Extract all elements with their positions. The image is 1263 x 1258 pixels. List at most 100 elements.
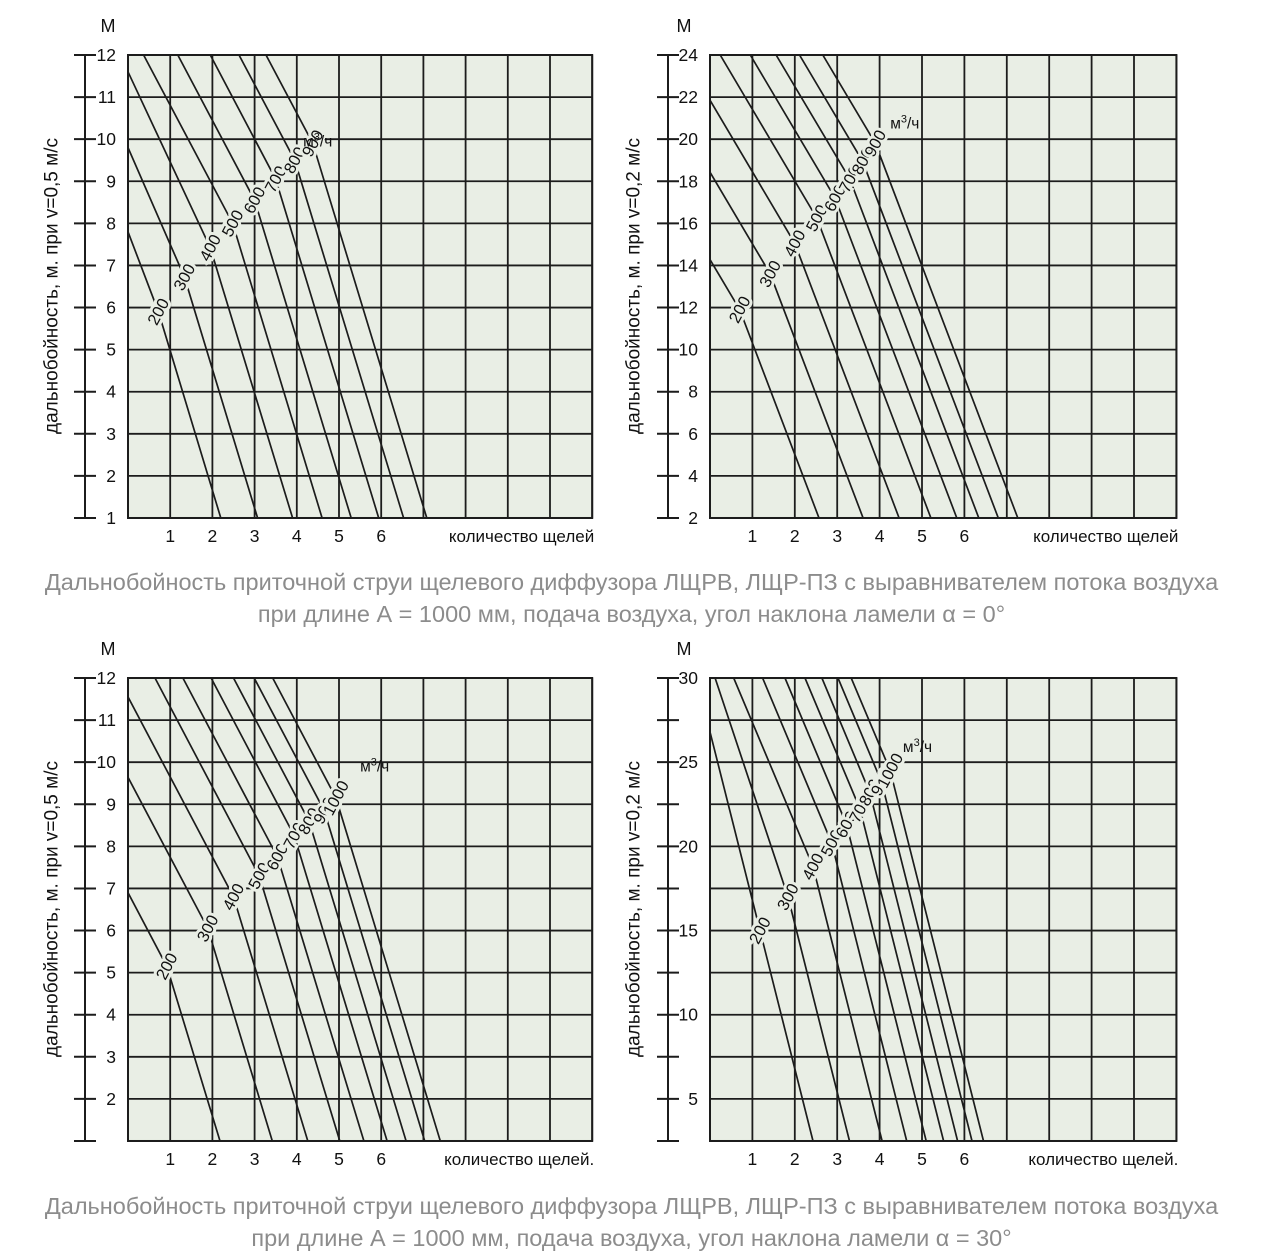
y-tick-label: 5 [688,1089,698,1109]
y-tick-label: 11 [98,87,116,107]
y-tick-label: 25 [679,752,698,772]
flow-curve-900 [253,678,426,1141]
flow-curve-800 [232,678,407,1141]
x-tick-label: 4 [292,526,302,546]
flow-curve-500 [719,55,932,518]
flow-curve-700 [804,678,945,1141]
caption-alpha-0-line2: при длине А = 1000 мм, подача воздуха, у… [257,601,1006,627]
curves-group [128,678,442,1141]
x-tick-label: 2 [790,526,800,546]
y-tick-label: 6 [688,424,698,444]
flow-curve-900 [822,55,1019,518]
x-axis-title: количество щелей [1033,527,1178,546]
curves-group [710,678,985,1141]
y-tick-label: 6 [106,298,116,318]
flow-curve-300 [710,171,864,518]
chart-bottom-right: 2003004005006007008009001000302520151051… [657,668,1178,1169]
x-tick-label: 4 [875,526,885,546]
flow-curve-300 [714,678,851,1141]
y-tick-label: 3 [106,1047,116,1067]
chart-top-left: 2003004005006007008009001211109876543211… [74,45,594,546]
y-tick-label: 8 [106,213,116,233]
flow-curve-200 [710,731,814,1141]
flow-curve-1000 [271,678,442,1141]
y-tick-label: 3 [106,424,116,444]
y-tick-label: 1 [106,508,116,528]
flow-curve-400 [128,696,309,1141]
flow-curve-200 [128,231,222,518]
plot-border [709,54,1178,519]
plot-border [127,677,594,1142]
x-tick-label: 3 [832,1149,842,1169]
caption-alpha-30: Дальнобойность приточной струи щелевого … [0,1190,1263,1254]
y-tick-label: 2 [106,466,116,486]
flow-curve-700 [775,55,980,518]
y-tick-label: 10 [97,752,117,772]
flow-curve-700 [209,55,380,518]
y-tick-label: 2 [106,1089,116,1109]
y-tick-label: 4 [688,466,698,486]
x-tick-label: 6 [960,1149,970,1169]
x-tick-label: 6 [376,1149,386,1169]
x-tick-label: 6 [376,526,386,546]
curves-group [710,55,1019,518]
x-tick-label: 5 [917,526,927,546]
meters-unit-label-top-left: М [100,16,116,36]
x-tick-label: 5 [334,1149,344,1169]
y-tick-label: 20 [679,836,699,856]
x-tick-label: 5 [334,526,344,546]
flow-curve-600 [177,55,353,518]
flow-unit-label: м3/ч [903,737,932,756]
caption-alpha-30-line2: при длине А = 1000 мм, подача воздуха, у… [251,1225,1012,1251]
y-tick-label: 4 [106,1005,116,1025]
curves-group [128,55,428,518]
y-tick-label: 14 [679,255,699,275]
plot-border [709,677,1178,1142]
x-tick-label: 4 [875,1149,885,1169]
y-tick-label: 10 [97,129,117,149]
y-tick-label: 11 [98,710,116,730]
flow-curve-800 [238,55,405,518]
flow-curve-700 [210,678,388,1141]
x-tick-label: 2 [208,1149,218,1169]
x-tick-label: 2 [208,526,218,546]
plot-area [710,55,1177,518]
x-tick-label: 1 [748,1149,758,1169]
y-tick-label: 8 [106,836,116,856]
x-axis-title: количество щелей. [1028,1150,1178,1169]
y-tick-label: 2 [688,508,698,528]
y-tick-label: 7 [106,255,116,275]
y-tick-label: 9 [106,171,116,191]
y-tick-label: 5 [106,963,116,983]
y-tick-label: 30 [679,668,699,688]
y-tick-label: 20 [679,129,699,149]
chart-bottom-left: 2003004005006007008009001000121110987654… [74,668,594,1169]
x-axis-title: количество щелей [449,527,594,546]
x-tick-label: 1 [165,1149,175,1169]
x-tick-label: 4 [292,1149,302,1169]
y-tick-label: 12 [97,45,116,65]
plot-area [128,678,593,1141]
plot-border [127,54,594,519]
y-tick-label: 9 [106,794,116,814]
x-tick-label: 3 [250,1149,260,1169]
y-tick-label: 4 [106,382,116,402]
y-tick-label: 12 [97,668,116,688]
y-tick-label: 15 [679,921,698,941]
flow-curve-400 [128,71,294,518]
y-axis-title-bottom-right: дальнобойность, м. при v=0,2 м/с [623,761,645,1057]
flow-curve-200 [128,892,221,1141]
flow-curve-400 [710,99,900,518]
y-tick-label: 6 [106,921,116,941]
flow-curve-400 [732,678,883,1141]
meters-unit-label-bottom-left: М [100,639,116,659]
flow-unit-label: м3/ч [360,756,389,775]
y-tick-label: 8 [688,382,698,402]
y-tick-label: 22 [679,87,698,107]
flow-curve-800 [798,55,1000,518]
meters-unit-label-bottom-right: М [676,639,692,659]
flow-curve-600 [784,678,928,1141]
x-tick-label: 2 [790,1149,800,1169]
